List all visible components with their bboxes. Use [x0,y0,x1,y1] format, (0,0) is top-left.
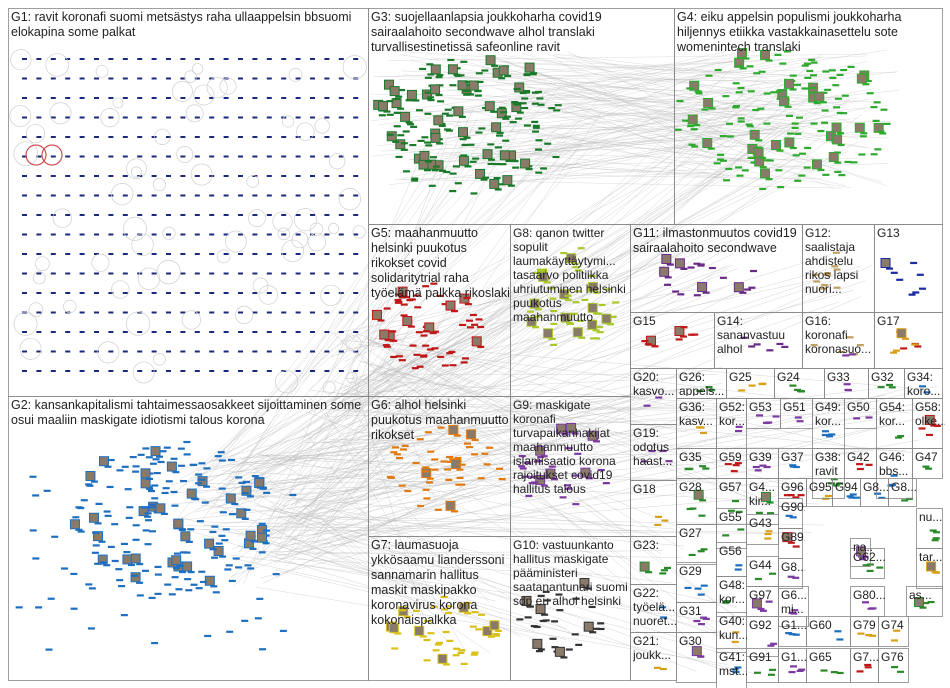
edge-layer [170,49,938,674]
cluster-node-layer [15,47,941,676]
g1-node-grid [9,49,367,394]
group-frames [8,8,943,688]
